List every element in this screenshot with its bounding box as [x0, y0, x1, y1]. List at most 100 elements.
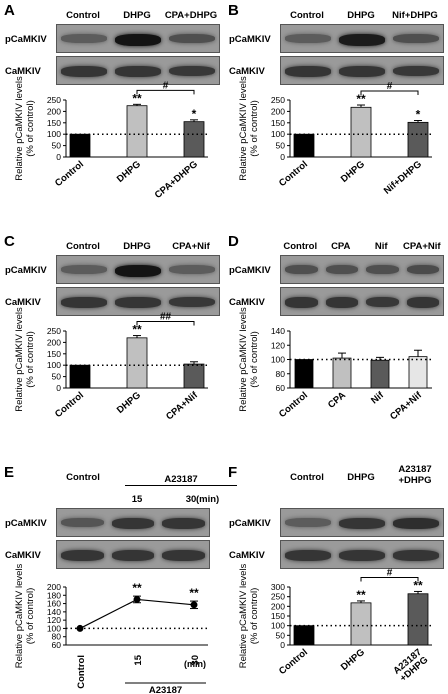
y-tick-label: 100	[271, 621, 285, 631]
band	[406, 297, 439, 308]
panel-b: B Control DHPG Nif+DHPG pCaMKIV CaMKIV Relativ…	[224, 0, 448, 231]
comparison-label: #	[387, 81, 393, 92]
comparison-label: #	[387, 567, 393, 578]
x-tick-label-line: Control	[277, 647, 310, 677]
y-axis-label-line: Relative pCaMKIV levels	[14, 307, 25, 412]
row-label-pcamkiv: pCaMKIV	[229, 518, 271, 529]
x-tick-label: Control	[277, 159, 310, 189]
bar	[126, 337, 148, 389]
x-tick-label-line: Control	[277, 390, 310, 420]
bar	[407, 593, 429, 646]
lane-label: DHPG	[123, 10, 151, 21]
y-tick-label: 100	[47, 129, 61, 139]
band	[339, 518, 385, 529]
x-tick-label-line: CPA+DHPG	[153, 159, 200, 201]
y-tick-label: 60	[276, 383, 286, 393]
row-label-camkiv: CaMKIV	[5, 550, 41, 561]
bar	[293, 625, 315, 646]
y-axis-label-line: (% of control)	[25, 588, 36, 645]
y-axis-label-line: Relative pCaMKIV levels	[238, 563, 249, 668]
x-tick-label: DHPG	[115, 390, 143, 416]
y-axis-label: Relative pCaMKIV levels(% of control)	[238, 563, 260, 668]
row-label-camkiv: CaMKIV	[5, 297, 41, 308]
chart: Relative pCaMKIV levels(% of control) 60 8…	[238, 307, 432, 422]
lane-label: Nif+DHPG	[392, 10, 438, 21]
lane-label: Control	[290, 472, 324, 483]
y-tick-label: 250	[47, 326, 61, 336]
band	[115, 265, 161, 277]
lane-label: DHPG	[123, 241, 151, 252]
lane-label: CPA+Nif	[172, 241, 210, 252]
band	[61, 34, 107, 43]
y-axis-label: Relative pCaMKIV levels(% of control)	[14, 76, 36, 181]
band	[169, 297, 215, 308]
x-tick-label-line: Control	[53, 390, 86, 420]
y-tick-label: 50	[52, 372, 62, 382]
significance-label: **	[356, 92, 366, 106]
x-tick-label-line: 15	[133, 654, 144, 665]
y-tick-label: 120	[47, 615, 61, 625]
x-tick-label: Nif+DHPG	[382, 159, 424, 197]
blot-pcamkiv	[56, 508, 210, 537]
panel-letter: A	[4, 2, 15, 19]
y-axis-label: Relative pCaMKIV levels(% of control)	[14, 307, 36, 412]
x-tick-label: 30	[190, 655, 201, 666]
x-tick-label: CPA	[326, 390, 348, 411]
x-tick-label: Control	[277, 390, 310, 420]
bar	[126, 105, 148, 158]
x-tick-label-line: DHPG	[115, 390, 143, 416]
band	[162, 518, 205, 529]
band	[162, 550, 205, 561]
blot-camkiv	[280, 540, 444, 569]
band	[339, 550, 385, 561]
bar	[370, 359, 390, 389]
significance-label: **	[356, 588, 366, 602]
lane-label: Control	[290, 10, 324, 21]
y-axis-label: Relative pCaMKIV levels(% of control)	[238, 76, 260, 181]
significance-label: **	[189, 586, 199, 600]
row-label-pcamkiv: pCaMKIV	[229, 265, 271, 276]
lane-label: Control	[283, 241, 318, 252]
lane-label: Control	[66, 10, 100, 21]
band	[285, 550, 331, 561]
y-tick-label: 140	[271, 326, 285, 336]
lane-label: A23187 +DHPG	[398, 464, 432, 486]
y-tick-label: 200	[47, 582, 61, 592]
x-tick-label: Nif	[369, 389, 386, 406]
panel-letter: B	[228, 2, 239, 19]
lane-label: Nif	[374, 241, 388, 252]
y-axis-label-line: Relative pCaMKIV levels	[14, 563, 25, 668]
panel-letter: D	[228, 233, 239, 250]
y-tick-label: 60	[52, 640, 62, 650]
band	[285, 297, 318, 308]
bar	[332, 357, 352, 389]
y-axis-label: Relative pCaMKIV levels(% of control)	[14, 563, 36, 668]
lane-label: 30	[185, 494, 197, 505]
band	[111, 518, 155, 529]
panel-letter: C	[4, 233, 15, 250]
y-tick-label: 200	[271, 601, 285, 611]
y-axis-label-line: Relative pCaMKIV levels	[238, 76, 249, 181]
bar	[407, 121, 429, 158]
y-axis-label-line: (% of control)	[249, 588, 260, 645]
band	[61, 66, 107, 77]
lane-group-label: A23187	[125, 474, 237, 486]
data-point	[190, 601, 198, 609]
y-tick-label: 100	[271, 129, 285, 139]
y-tick-label: 80	[276, 369, 286, 379]
y-tick-label: 150	[271, 118, 285, 128]
y-tick-label: 140	[47, 607, 61, 617]
y-tick-label: 180	[47, 590, 61, 600]
significance-label: **	[413, 578, 423, 592]
blot-camkiv	[280, 287, 444, 316]
y-tick-label: 200	[47, 106, 61, 116]
band	[61, 518, 104, 527]
band	[285, 66, 331, 77]
y-tick-label: 50	[276, 630, 286, 640]
y-tick-label: 150	[271, 611, 285, 621]
y-tick-label: 50	[52, 141, 62, 151]
row-label-camkiv: CaMKIV	[229, 550, 265, 561]
blot-pcamkiv	[280, 508, 444, 537]
y-tick-label: 150	[47, 118, 61, 128]
significance-label: *	[416, 108, 421, 122]
